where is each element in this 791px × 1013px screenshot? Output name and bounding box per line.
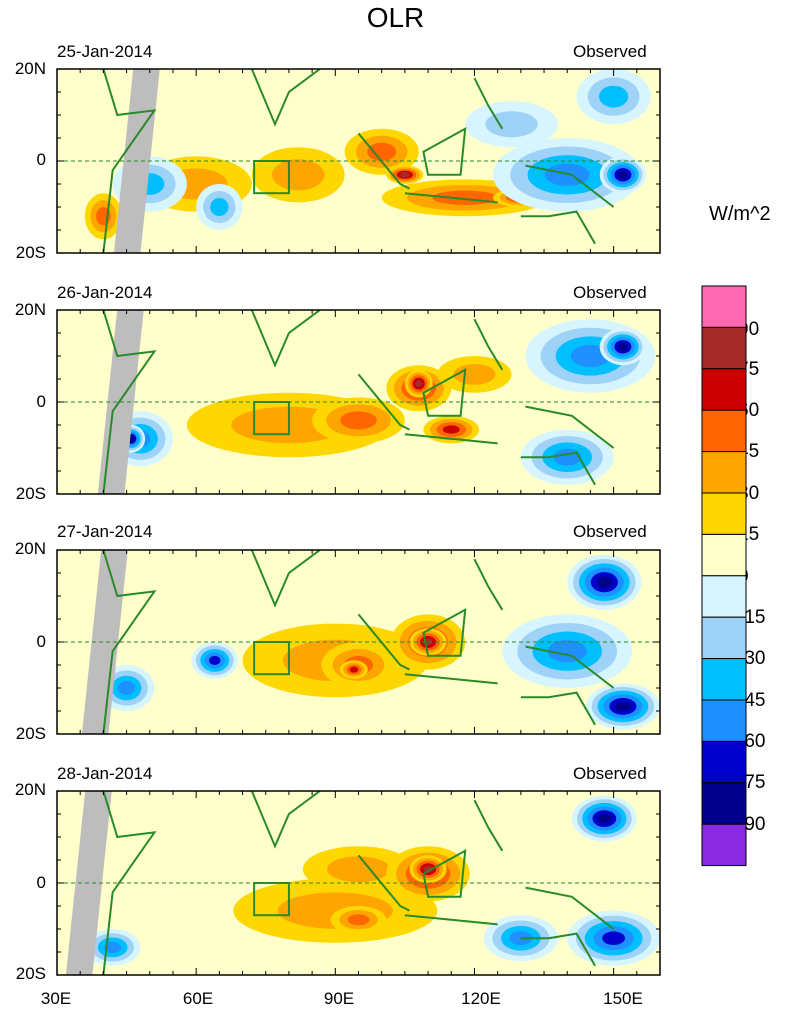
panel-4-reference-box	[253, 882, 290, 917]
colorbar-swatch-7	[701, 533, 747, 577]
panel-1-reference-box	[253, 160, 290, 195]
panel-2-blob-8-level-6	[618, 343, 628, 351]
p4-lat-20n: 20N	[14, 780, 46, 799]
colorbar-swatch-10	[701, 658, 747, 701]
panel-2-blob-6-level-2	[453, 364, 496, 385]
panel-3-blob-8-level-4	[547, 640, 587, 663]
panel-3-reference-box	[253, 641, 290, 676]
colorbar-swatch-6	[701, 492, 747, 535]
panel-3-label: Observed	[573, 522, 647, 541]
panel-4-blob-9-level-4	[104, 941, 122, 953]
colorbar-swatch-5	[701, 451, 747, 494]
panel-3-blob-3-level-4	[349, 666, 359, 673]
panel-2-blob-4-level-5	[415, 380, 423, 387]
panel-3-blob-10-level-4	[118, 681, 135, 695]
panel-4-date: 28-Jan-2014	[57, 764, 153, 783]
p3-lat-20n: 20N	[14, 539, 46, 558]
panel-3-coastline	[102, 550, 615, 734]
panel-1-map	[57, 69, 660, 253]
p2-lat-20s: 20S	[15, 484, 46, 503]
panel-3-blob-6-level-6	[596, 576, 612, 588]
colorbar-swatch-12	[701, 740, 747, 784]
panel-1-blob-11-level-3	[210, 197, 229, 217]
colorbar-swatch-1	[701, 285, 747, 328]
colorbar-swatch-14	[701, 823, 747, 867]
panel-4-label: Observed	[573, 764, 647, 783]
p2-lat-0: 0	[36, 392, 46, 411]
panel-1-coastline	[102, 69, 615, 253]
p4-lat-0: 0	[36, 873, 46, 892]
panel-2-label: Observed	[573, 283, 647, 302]
panel-2-reference-box	[253, 401, 290, 436]
panel-4-blob-7-level-5	[602, 931, 625, 945]
colorbar-swatch-4	[701, 409, 747, 453]
colorbar-swatch-11	[701, 699, 747, 742]
panel-1-blob-4-level-5	[400, 171, 410, 178]
p2-lat-20n: 20N	[14, 300, 46, 319]
colorbar-swatch-9	[701, 616, 747, 660]
panel-2-blob-9-level-4	[553, 448, 582, 466]
panel-3-map	[57, 550, 660, 734]
panel-1-blob-9-level-6	[618, 171, 628, 179]
colorbar-swatch-3	[701, 368, 747, 411]
panel-1-blob-13-level-2	[485, 111, 538, 138]
lon-30e: 30E	[40, 989, 72, 1008]
panel-2-blob-5-level-4	[442, 425, 460, 434]
panel-1-blob-2-level-2	[271, 159, 325, 191]
lon-90e: 90E	[323, 989, 355, 1008]
lon-150e: 150E	[603, 989, 643, 1008]
lon-60e: 60E	[182, 989, 214, 1008]
panel-4-blob-5-level-3	[347, 914, 370, 926]
colorbar-swatch-13	[701, 782, 747, 825]
p3-lat-0: 0	[36, 632, 46, 651]
p4-lat-20s: 20S	[15, 964, 46, 983]
panel-2-blob-2-level-3	[340, 411, 377, 430]
panel-1-date: 25-Jan-2014	[57, 42, 153, 61]
panel-3-date: 27-Jan-2014	[57, 522, 153, 541]
panel-2-map	[57, 310, 660, 494]
panel-4-coastline	[102, 791, 615, 975]
p1-lat-20s: 20S	[15, 243, 46, 262]
panel-3-blob-7-level-6	[615, 701, 631, 712]
chart-title: OLR	[366, 2, 425, 33]
colorbar-swatch-2	[701, 326, 747, 370]
p3-lat-20s: 20S	[15, 724, 46, 743]
lon-120e: 120E	[461, 989, 501, 1008]
panel-1-blob-3-level-3	[367, 142, 397, 161]
panel-4-map	[57, 791, 660, 975]
colorbar-units: W/m^2	[709, 203, 771, 225]
panel-1-blob-10-level-3	[598, 85, 629, 108]
panel-3-blob-9-level-5	[209, 655, 221, 665]
panel-4-blob-2-level-2	[327, 856, 390, 883]
panel-1-label: Observed	[573, 42, 647, 61]
panel-2-date: 26-Jan-2014	[57, 283, 153, 302]
p1-lat-20n: 20N	[14, 59, 46, 78]
colorbar-swatch-8	[701, 575, 747, 618]
panel-2-coastline	[102, 310, 615, 494]
p1-lat-0: 0	[36, 150, 46, 169]
panel-4-blob-6-level-6	[597, 813, 612, 824]
